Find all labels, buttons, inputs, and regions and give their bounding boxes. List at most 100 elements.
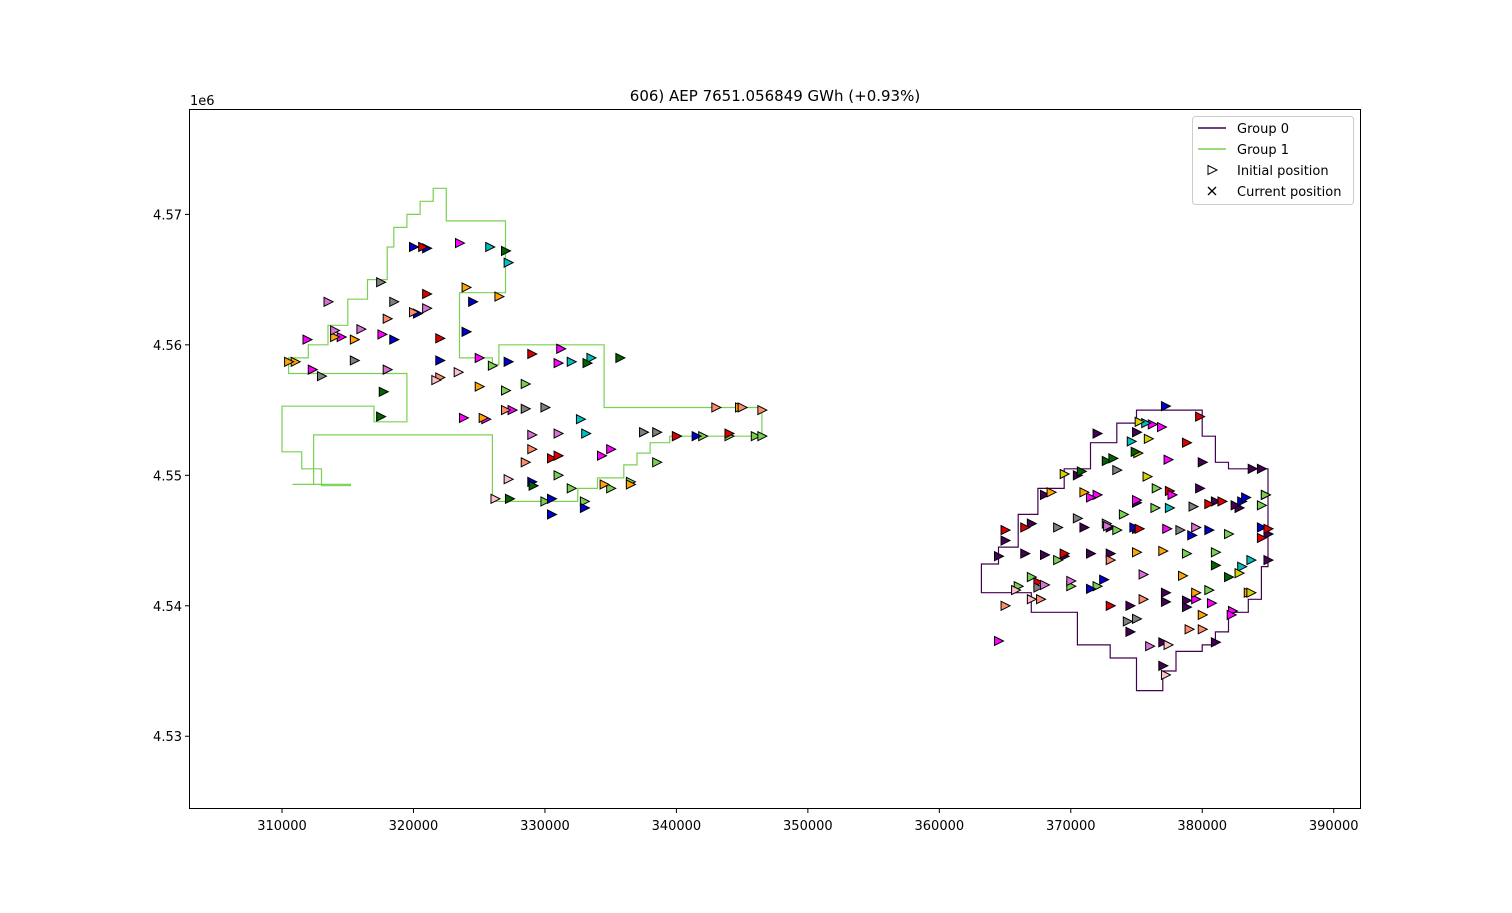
initial-marker-6-9 [540,402,552,413]
initial-marker-6-16 [639,426,650,438]
initial-marker-8-8 [422,303,433,314]
initial-marker-0-23 [1105,548,1117,559]
initial-marker-0-16 [993,550,1005,562]
initial-marker-7-0 [1197,623,1209,635]
initial-marker-5-11 [494,291,506,302]
initial-marker-4-22 [606,443,617,455]
initial-marker-0-14 [1026,518,1038,529]
initial-marker-8-11 [382,364,394,375]
initial-marker-3-8 [1105,600,1117,612]
legend-label-1: Group 1 [1237,143,1289,158]
initial-marker-3-7 [1134,523,1146,535]
initial-marker-5-17 [349,334,361,345]
initial-marker-0-10 [1132,426,1143,438]
initial-marker-2-20 [547,509,558,520]
y-tick-label-3: 4.56 [153,339,182,354]
initial-marker-12-5 [1076,466,1088,477]
initial-marker-3-15 [435,333,446,344]
initial-marker-4-16 [302,334,314,345]
initial-marker-0-0 [1263,554,1275,566]
initial-marker-1-22 [606,483,617,494]
initial-marker-11-1 [1234,567,1246,579]
boundary-group-1 [281,187,763,502]
initial-marker-6-2 [1112,464,1123,476]
x-tick-label-4: 350000 [783,819,833,834]
initial-marker-6-13 [376,276,387,288]
initial-marker-11-2 [1142,471,1154,482]
initial-marker-8-1 [1138,569,1150,580]
initial-marker-1-6 [1151,483,1163,494]
initial-marker-1-21 [579,496,591,507]
legend-label-3: Current position [1237,185,1341,200]
initial-marker-12-11 [376,411,387,422]
initial-marker-11-3 [1143,433,1155,445]
initial-marker-5-6 [1079,486,1091,498]
initial-marker-7-5 [1000,600,1012,612]
initial-marker-2-10 [435,355,446,366]
initial-marker-4-14 [454,237,466,249]
initial-marker-4-12 [993,635,1005,647]
initial-marker-4-5 [1167,489,1179,501]
initial-marker-8-5 [1039,579,1051,591]
initial-marker-3-1 [1256,532,1268,544]
initial-marker-4-9 [1132,494,1143,506]
initial-marker-7-9 [408,306,420,318]
x-tick-label-2: 330000 [520,819,570,834]
initial-marker-7-7 [520,456,532,468]
initial-marker-0-30 [1181,595,1193,606]
y-tick-label-2: 4.55 [153,469,182,484]
initial-marker-6-12 [389,296,400,308]
initial-marker-4-7 [1156,421,1168,433]
initial-marker-3-2 [1217,496,1229,507]
initial-marker-7-6 [527,443,538,455]
initial-marker-3-20 [724,428,736,439]
initial-marker-0-27 [1158,660,1169,672]
initial-marker-7-10 [382,313,394,325]
initial-marker-1-8 [1118,509,1130,520]
initial-marker-1-0 [1260,489,1272,501]
initial-marker-6-8 [1188,501,1200,512]
initial-marker-1-15 [487,360,499,372]
initial-marker-10-6 [581,428,592,439]
initial-marker-4-20 [556,343,567,355]
initial-marker-0-31 [1181,601,1193,613]
initial-marker-1-18 [540,496,552,507]
initial-marker-2-4 [1187,530,1198,541]
initial-marker-2-12 [408,241,420,253]
initial-marker-5-10 [461,282,473,293]
initial-marker-5-15 [625,479,637,490]
initial-marker-12-12 [501,245,512,257]
x-tick-label-5: 360000 [915,819,965,834]
initial-marker-2-14 [468,296,479,308]
initial-marker-7-14 [757,404,768,416]
initial-marker-3-16 [527,348,538,360]
initial-marker-0-29 [1160,587,1172,599]
chart-title: 606) AEP 7651.056849 GWh (+0.93%) [630,87,920,105]
initial-marker-5-5 [1132,546,1143,558]
initial-marker-3-9 [1059,548,1071,559]
initial-marker-3-19 [671,430,683,442]
initial-marker-1-9 [1112,524,1123,536]
initial-marker-9-7 [503,473,515,485]
initial-marker-7-1 [1184,623,1196,635]
initial-marker-6-10 [520,403,532,415]
initial-marker-8-0 [1145,640,1156,652]
initial-marker-9-5 [453,366,465,378]
initial-marker-2-9 [503,356,515,368]
initial-marker-11-6 [1134,416,1146,428]
initial-marker-0-26 [1158,636,1169,648]
initial-marker-6-1 [1132,613,1143,625]
initial-marker-5-8 [478,412,490,424]
initial-marker-6-6 [1033,582,1045,593]
initial-marker-2-8 [1086,583,1097,595]
initial-marker-12-9 [582,357,594,369]
initial-marker-6-3 [1053,522,1064,533]
y-tick-label-4: 4.57 [153,208,182,223]
initial-marker-11-4 [1059,468,1071,480]
initial-marker-12-2 [1101,455,1113,467]
initial-marker-12-6 [528,480,540,492]
initial-marker-1-1 [1256,500,1268,511]
initial-marker-12-1 [1210,560,1222,571]
legend-triangle-icon [1207,164,1219,176]
initial-marker-8-4 [1066,575,1077,587]
